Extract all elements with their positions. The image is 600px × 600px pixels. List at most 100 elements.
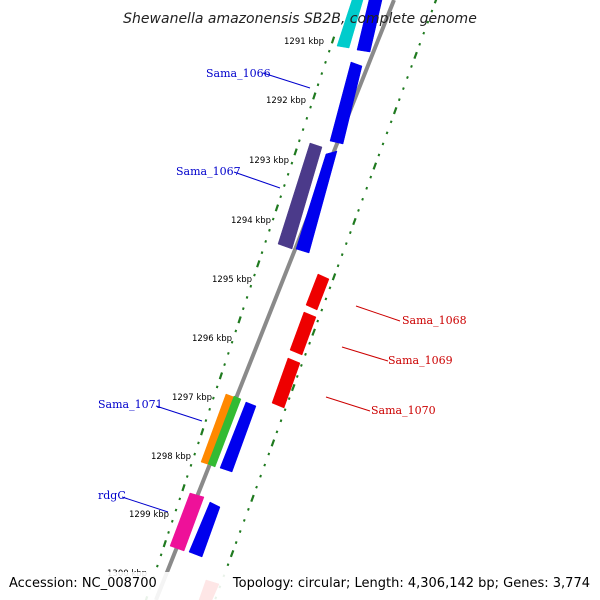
gene-label-rdgc[interactable]: rdgC xyxy=(98,489,126,502)
blue-feature-sama1067[interactable] xyxy=(295,150,338,254)
gene-label-sama1068[interactable]: Sama_1068 xyxy=(402,314,467,327)
minor-tick xyxy=(242,518,246,522)
map-title: Shewanella amazonensis SB2B, complete ge… xyxy=(123,11,477,27)
leader-sama1067 xyxy=(233,171,281,189)
kbp-label: 1297 kbp xyxy=(172,393,212,403)
minor-tick xyxy=(389,120,393,124)
cyan-feature-top[interactable] xyxy=(336,0,364,49)
minor-tick xyxy=(305,116,309,120)
magenta-feature-rdgc[interactable] xyxy=(169,492,205,552)
minor-tick xyxy=(275,430,279,434)
major-tick xyxy=(162,539,167,548)
minor-tick xyxy=(167,531,170,534)
accession-text: Accession: NC_008700 xyxy=(9,576,157,591)
major-tick xyxy=(330,36,336,44)
minor-tick xyxy=(340,253,344,257)
blue-feature-sama1066[interactable] xyxy=(329,61,363,145)
minor-tick xyxy=(208,407,211,411)
blue-feature-top[interactable] xyxy=(356,0,383,53)
minor-tick xyxy=(309,105,312,109)
major-tick xyxy=(312,92,317,100)
minor-tick xyxy=(316,83,320,87)
gene-label-sama1070[interactable]: Sama_1070 xyxy=(371,404,436,417)
minor-tick xyxy=(260,251,264,255)
minor-tick xyxy=(156,564,159,568)
minor-tick xyxy=(320,308,324,312)
major-tick xyxy=(433,0,438,4)
gene-label-leaders xyxy=(121,72,401,513)
minor-tick xyxy=(295,374,299,378)
leader-rdgc xyxy=(121,496,169,513)
minor-tick xyxy=(159,553,163,557)
minor-tick xyxy=(268,228,271,232)
major-tick xyxy=(290,383,296,392)
minor-tick xyxy=(212,396,215,400)
minor-tick xyxy=(344,242,348,246)
gene-label-sama1069[interactable]: Sama_1069 xyxy=(388,354,453,367)
major-tick xyxy=(256,260,261,268)
minor-tick xyxy=(263,463,267,467)
minor-tick xyxy=(357,208,360,212)
major-tick xyxy=(293,148,298,156)
minor-tick xyxy=(397,98,401,102)
minor-tick xyxy=(230,340,234,344)
minor-tick xyxy=(178,497,182,501)
red-feature-sama1069[interactable] xyxy=(271,357,301,409)
minor-tick xyxy=(241,307,245,311)
minor-tick xyxy=(324,60,327,64)
minor-tick xyxy=(238,530,242,533)
minor-tick xyxy=(245,296,249,299)
minor-tick xyxy=(320,72,324,76)
minor-tick xyxy=(227,351,230,355)
kbp-label: 1299 kbp xyxy=(129,510,169,520)
major-tick xyxy=(413,51,418,59)
red-feature-1[interactable] xyxy=(305,273,330,311)
minor-tick xyxy=(336,264,340,268)
minor-tick xyxy=(271,217,275,221)
minor-tick xyxy=(348,231,352,235)
minor-tick xyxy=(267,452,271,456)
red-feature-sama1068[interactable] xyxy=(289,311,317,356)
gene-label-sama1067[interactable]: Sama_1067 xyxy=(176,165,241,178)
minor-tick xyxy=(377,153,381,157)
blue-feature-sama1071[interactable] xyxy=(219,401,257,473)
blue-feature-rdgc[interactable] xyxy=(188,501,221,558)
minor-tick xyxy=(298,139,301,143)
kbp-label: 1294 kbp xyxy=(231,216,271,226)
major-tick xyxy=(392,107,398,115)
minor-tick xyxy=(247,507,250,511)
kbp-label: 1296 kbp xyxy=(192,334,232,344)
minor-tick xyxy=(410,64,413,68)
purple-feature-sama1067[interactable] xyxy=(277,142,323,250)
leader-sama1069 xyxy=(341,346,389,362)
topology-summary-text: Topology: circular; Length: 4,306,142 bp… xyxy=(232,576,590,591)
minor-tick xyxy=(324,297,328,301)
green-feature-sama1071[interactable] xyxy=(207,395,242,468)
minor-tick xyxy=(300,363,303,367)
minor-tick xyxy=(170,519,174,523)
leader-sama1066 xyxy=(262,72,311,89)
kbp-label: 1291 kbp xyxy=(284,37,324,47)
kbp-label: 1298 kbp xyxy=(151,452,191,462)
minor-tick xyxy=(385,131,389,135)
minor-tick xyxy=(223,363,226,367)
minor-tick xyxy=(259,474,262,478)
leader-sama1068 xyxy=(355,305,401,322)
minor-tick xyxy=(365,186,369,190)
minor-tick xyxy=(304,352,307,356)
major-tick xyxy=(250,494,255,502)
minor-tick xyxy=(226,563,230,567)
major-tick xyxy=(218,372,224,380)
leader-sama1070 xyxy=(325,396,371,412)
minor-tick xyxy=(279,195,283,199)
minor-tick xyxy=(430,9,434,13)
gene-label-sama1066[interactable]: Sama_1066 xyxy=(206,67,271,80)
minor-tick xyxy=(253,273,256,277)
minor-tick xyxy=(283,408,287,412)
gene-label-sama1071[interactable]: Sama_1071 xyxy=(98,398,163,411)
minor-tick xyxy=(197,441,200,445)
minor-tick xyxy=(327,49,331,53)
right-tick-track xyxy=(214,0,438,600)
minor-tick xyxy=(369,175,373,179)
